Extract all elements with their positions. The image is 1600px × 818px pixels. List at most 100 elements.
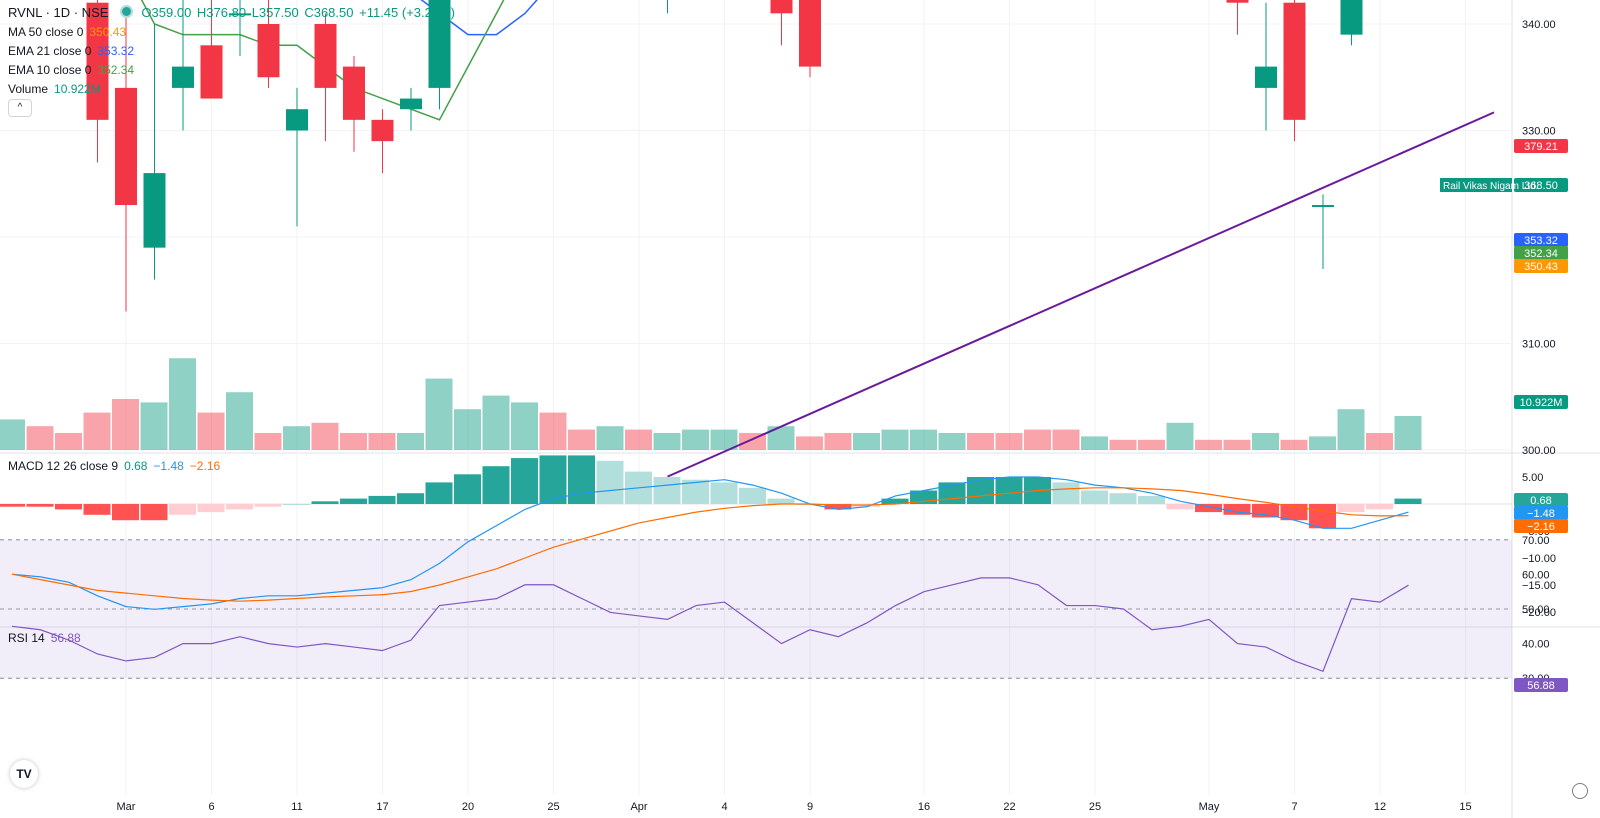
volume-bar xyxy=(482,395,510,450)
volume-bar xyxy=(881,429,909,450)
ema10-legend[interactable]: EMA 10 close 0 352.34 xyxy=(8,63,134,77)
volume-badge: 10.922M xyxy=(1520,397,1563,409)
macd-histogram-bar xyxy=(511,458,538,504)
macd-histogram-bar xyxy=(311,501,339,504)
ma50-label: MA 50 close 0 xyxy=(8,25,84,39)
collapse-legend-button[interactable]: ^ xyxy=(8,99,32,117)
volume-legend[interactable]: Volume 10.922M xyxy=(8,82,101,96)
time-tick-label: 11 xyxy=(291,801,302,813)
volume-bar xyxy=(55,433,82,450)
macd-tick-label: −10.00 xyxy=(1522,553,1556,565)
volume-bar xyxy=(1166,422,1194,450)
volume-bar xyxy=(83,412,111,450)
candle-body xyxy=(371,119,394,142)
resistance-price-badge: 379.21 xyxy=(1524,141,1558,153)
candle-body xyxy=(115,87,137,206)
price-tick-label: 340.00 xyxy=(1522,19,1556,31)
time-tick-label: 15 xyxy=(1459,801,1471,813)
candle-body xyxy=(770,0,793,14)
macd-histogram-bar xyxy=(1223,504,1251,515)
macd-legend[interactable]: MACD 12 26 close 9 0.68 −1.48 −2.16 xyxy=(8,459,220,473)
candle-body xyxy=(799,0,821,67)
macd-histogram-bar xyxy=(254,504,282,507)
volume-bar xyxy=(254,433,282,450)
volume-bar xyxy=(311,422,339,450)
rsi-legend[interactable]: RSI 14 56.88 xyxy=(8,631,81,645)
candle-body xyxy=(200,45,223,99)
volume-bar xyxy=(625,429,652,450)
ema10-line xyxy=(140,0,505,121)
volume-bar xyxy=(1052,429,1080,450)
volume-bar xyxy=(653,433,681,450)
macd-line-badge: −1.48 xyxy=(1527,508,1555,520)
candle-body xyxy=(257,24,280,78)
time-tick-label: 16 xyxy=(918,801,930,813)
volume-bar xyxy=(0,419,25,450)
macd-histogram-bar xyxy=(539,455,567,504)
macd-histogram-bar xyxy=(1166,504,1194,510)
macd-signal-line xyxy=(11,487,1409,602)
macd-signal-value: −2.16 xyxy=(189,459,221,473)
volume-bar xyxy=(710,429,738,450)
ma50-price-badge: 350.43 xyxy=(1524,261,1558,273)
macd-histogram-bar xyxy=(226,504,253,510)
macd-histogram-bar xyxy=(482,466,510,504)
volume-bar xyxy=(226,392,253,450)
symbol-label[interactable]: RVNL · 1D · NSE xyxy=(8,5,109,20)
time-tick-label: 25 xyxy=(1089,801,1101,813)
trend-line xyxy=(667,111,1495,478)
resistance-price-badge-bg xyxy=(1514,139,1568,153)
candle-body xyxy=(1226,0,1249,3)
volume-bar xyxy=(340,433,367,450)
rsi-tick-label: 70.00 xyxy=(1522,535,1550,547)
macd-hist-badge: 0.68 xyxy=(1530,495,1551,507)
candle-body xyxy=(286,109,308,131)
instrument-label-bg xyxy=(1440,178,1512,192)
volume-bar xyxy=(596,426,624,450)
macd-histogram-bar xyxy=(995,477,1023,504)
volume-bar xyxy=(454,409,481,450)
macd-histogram-bar xyxy=(197,504,225,513)
macd-signal-badge: −2.16 xyxy=(1527,521,1555,533)
macd-histogram-bar xyxy=(1195,504,1222,513)
settings-gear-icon[interactable] xyxy=(1572,783,1588,799)
ema21-price-badge-bg xyxy=(1514,233,1568,247)
macd-histogram-bar xyxy=(767,498,795,504)
volume-bar xyxy=(1109,439,1137,450)
volume-bar xyxy=(938,433,966,450)
tradingview-logo-icon[interactable]: TV xyxy=(10,760,38,788)
rsi-tick-label: 50.00 xyxy=(1522,604,1550,616)
candle-body xyxy=(428,0,451,88)
time-tick-label: May xyxy=(1199,801,1220,813)
instrument-label: Rail Vikas Nigam Ltd. xyxy=(1443,181,1538,192)
macd-histogram-bar xyxy=(1252,504,1279,518)
volume-bar xyxy=(1081,436,1108,450)
volume-bar xyxy=(568,429,595,450)
volume-bar xyxy=(910,429,937,450)
ema21-label: EMA 21 close 0 xyxy=(8,44,92,58)
ema21-value: 353.32 xyxy=(97,44,135,58)
candle-body xyxy=(1340,0,1363,35)
volume-bar xyxy=(853,433,880,450)
market-status-icon xyxy=(120,5,134,18)
ma50-legend[interactable]: MA 50 close 0 350.43 xyxy=(8,25,126,39)
macd-histogram-bar xyxy=(83,504,111,515)
volume-value: 10.922M xyxy=(54,82,101,96)
volume-bar xyxy=(26,426,54,450)
volume-bar xyxy=(1309,436,1336,450)
candle-body xyxy=(343,66,365,120)
macd-histogram-bar xyxy=(1138,495,1165,504)
macd-histogram-bar xyxy=(340,498,367,504)
volume-bar xyxy=(425,378,453,450)
macd-histogram-bar xyxy=(425,482,453,504)
macd-histogram-bar xyxy=(739,487,766,504)
time-tick-label: 4 xyxy=(721,801,727,813)
time-tick-label: 7 xyxy=(1291,801,1297,813)
macd-tick-label: −20.00 xyxy=(1522,607,1556,619)
ema21-price-badge: 353.32 xyxy=(1524,235,1558,247)
macd-histogram-bar xyxy=(1081,490,1108,504)
time-tick-label: 17 xyxy=(376,801,388,813)
macd-hist-badge-bg xyxy=(1514,493,1568,507)
ema21-legend[interactable]: EMA 21 close 0 353.32 xyxy=(8,44,134,58)
